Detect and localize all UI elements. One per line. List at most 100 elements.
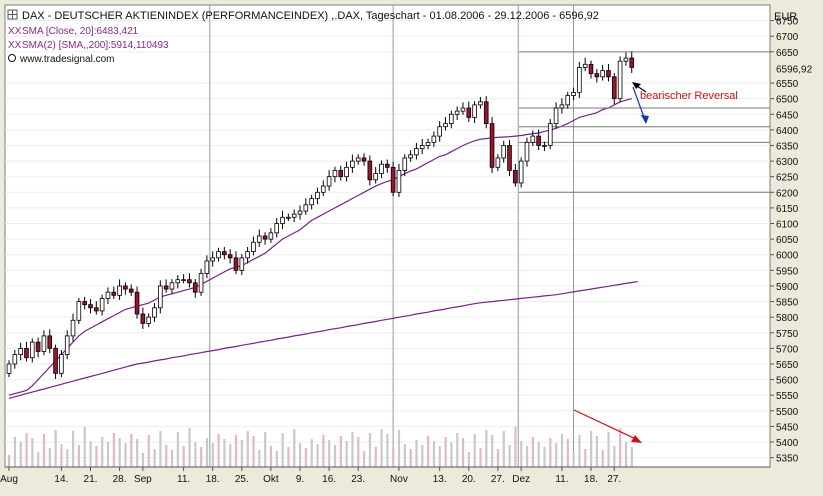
candle-body: [542, 145, 547, 147]
volume-bar: [293, 429, 296, 467]
volume-bar: [101, 437, 104, 467]
x-tick-label: 16.: [322, 474, 336, 485]
volume-bar: [461, 438, 465, 467]
y-tick-label: 6450: [776, 110, 799, 121]
volume-bar: [345, 441, 348, 467]
volume-bar: [496, 449, 500, 467]
candle-body: [262, 235, 268, 240]
candle-body: [128, 288, 134, 293]
x-tick-label: 13.: [433, 474, 447, 485]
volume-bar: [595, 436, 599, 467]
volume-bar: [438, 446, 441, 467]
volume-bar: [299, 443, 302, 467]
candle-body: [536, 135, 541, 146]
copyright-icon: [8, 54, 16, 62]
candle-body: [414, 148, 419, 156]
x-tick-label: Sep: [134, 474, 152, 485]
reversal-arrow-blue: [632, 86, 646, 121]
volume-bar: [479, 448, 482, 467]
volume-bar: [281, 433, 284, 467]
volume-bar: [450, 442, 453, 467]
candle-body: [192, 282, 198, 293]
volume-bar: [607, 432, 610, 467]
candle-body: [286, 216, 291, 219]
volume-bar: [112, 433, 115, 467]
candle-body: [606, 70, 611, 78]
volume-bar: [397, 430, 401, 467]
volume-bar: [409, 449, 412, 467]
volume-bar: [66, 449, 69, 467]
volume-bar: [613, 446, 616, 467]
candle-body: [547, 123, 553, 146]
volume-bar: [508, 445, 511, 467]
sma-layer: [8, 98, 638, 399]
candle-body: [338, 170, 344, 178]
reversal-label: bearischer Reversal: [640, 90, 738, 102]
candle-body: [134, 291, 140, 315]
volume-bar: [106, 442, 110, 467]
candle-body: [518, 160, 524, 184]
x-tick-label: Nov: [390, 474, 408, 485]
x-tick-label: 11.: [555, 474, 568, 485]
volume-bar: [310, 439, 313, 467]
volume-bar: [601, 450, 604, 467]
candle-body: [582, 63, 588, 68]
y-tick-label: 5750: [776, 329, 799, 340]
candle-body: [524, 141, 530, 162]
candle-body: [105, 291, 111, 299]
volume-bar: [269, 446, 273, 467]
candle-body: [588, 63, 594, 75]
y-tick-label: 6650: [776, 48, 799, 59]
volume-bar: [403, 444, 406, 467]
source-label: www.tradesignal.com: [19, 54, 114, 65]
candle-body: [530, 135, 536, 143]
candle-body: [419, 145, 425, 149]
candle-body: [443, 123, 448, 128]
candle-body: [146, 316, 151, 324]
y-tick-label: 6500: [776, 95, 799, 106]
candle-body: [472, 104, 477, 118]
volume-bar: [368, 433, 372, 467]
candle-body: [59, 354, 64, 374]
volume-bar: [316, 444, 319, 467]
y-tick-label: 5500: [776, 407, 799, 418]
candle-body: [402, 157, 408, 171]
y-tick-label: 5650: [776, 360, 799, 371]
volume-bar: [194, 442, 197, 467]
volume-bar: [322, 435, 325, 467]
candle-body: [198, 273, 204, 293]
sma20-line: [8, 98, 632, 396]
volume-bar: [304, 448, 308, 467]
volume-bar: [141, 453, 145, 467]
y-tick-label: 5700: [776, 344, 799, 355]
legend-sma200-prefix: XX: [8, 40, 22, 51]
candle-body: [355, 157, 361, 162]
y-tick-label: 6300: [776, 157, 799, 168]
x-tick-label: 11.: [177, 474, 190, 485]
candle-body: [82, 301, 87, 306]
x-tick-label: Aug: [0, 474, 18, 485]
candle-body: [489, 123, 495, 168]
candle-body: [140, 313, 146, 324]
sma200-line: [8, 281, 638, 399]
candle-body: [629, 57, 635, 68]
volume-bar: [531, 437, 534, 467]
volume-bar: [165, 445, 168, 467]
y-tick-label: 5850: [776, 298, 799, 309]
y-tick-label: 5400: [776, 438, 799, 449]
chart-title: DAX - DEUTSCHER AKTIENINDEX (PERFORMANCE…: [22, 10, 599, 22]
candle-body: [344, 166, 349, 178]
volume-bar: [537, 442, 540, 467]
y-tick-label: 5550: [776, 391, 799, 402]
y-tick-label: 6150: [776, 204, 799, 215]
volume-bar: [48, 448, 51, 467]
legend-sma200: SMA(2) [SMA,,200]:5914,110493: [22, 40, 169, 51]
volume-bar: [560, 434, 564, 467]
volume-bar: [264, 432, 267, 467]
candle-body: [501, 145, 506, 159]
volume-arrow-red: [573, 409, 639, 441]
candle-body: [513, 170, 518, 184]
x-tick-label: 9.: [296, 474, 304, 485]
candle-body: [251, 241, 256, 253]
